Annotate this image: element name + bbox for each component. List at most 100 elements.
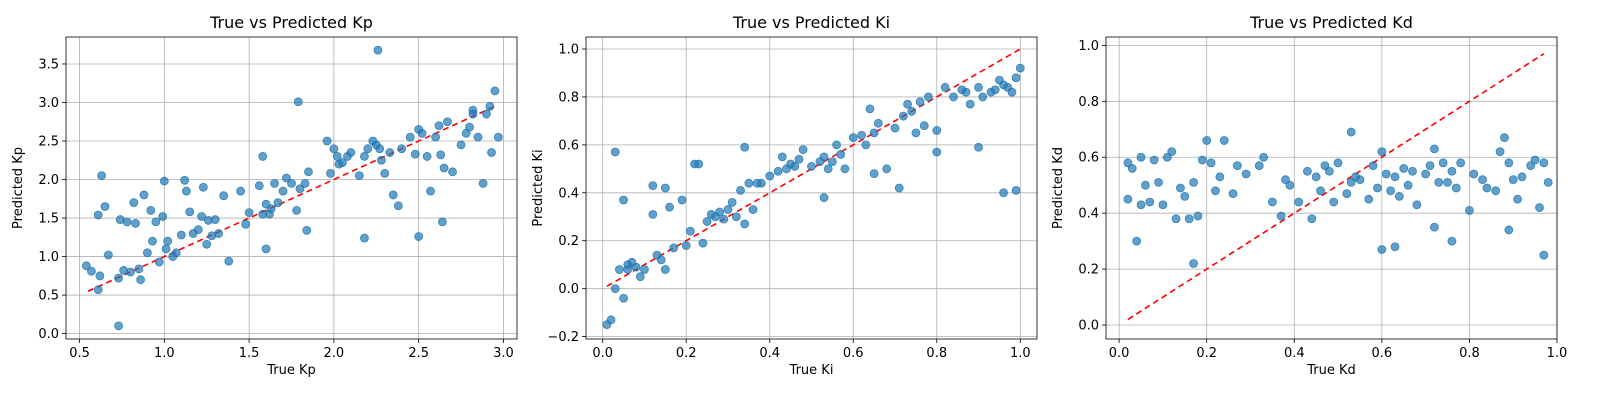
data-point (375, 144, 385, 154)
data-point (410, 149, 420, 159)
data-point (1011, 185, 1021, 195)
data-point (1303, 166, 1312, 176)
data-point (1408, 166, 1417, 176)
data-point (848, 133, 858, 143)
data-point (1342, 189, 1352, 198)
data-point (354, 171, 364, 181)
data-point (615, 265, 624, 274)
panel-ki: 0.0 0.2 0.4 0.6 0.8 1.0 −0.2 0.0 0.2 0.4 0.6 0.8 1.0… (531, 13, 1038, 378)
data-point (1228, 189, 1238, 198)
data-point (1390, 242, 1400, 252)
data-point (197, 212, 207, 221)
points-kp (81, 45, 503, 331)
data-point (648, 181, 658, 191)
data-point (1491, 186, 1501, 196)
data-point (139, 190, 149, 200)
y-ticks-ki: −0.2 0.0 0.2 0.4 0.6 0.8 1.0 (547, 42, 586, 345)
data-point (1202, 136, 1212, 145)
y-tick-label: 0.6 (1078, 151, 1099, 166)
points-kd (1123, 127, 1553, 268)
data-point (493, 132, 503, 142)
data-point (619, 293, 628, 303)
data-point (198, 182, 208, 192)
data-point (405, 132, 415, 142)
data-point (103, 250, 113, 260)
data-point (1015, 63, 1025, 73)
data-point (727, 197, 737, 207)
data-point (1329, 197, 1339, 207)
data-point (337, 158, 347, 167)
data-point (1456, 158, 1466, 168)
x-ticks-kp: 0.5 1.0 1.5 2.0 2.5 3.0 (69, 339, 514, 361)
data-point (236, 186, 246, 196)
x-tick-label: 0.8 (926, 346, 947, 361)
y-tick-label: 0.5 (38, 289, 59, 304)
data-point (1447, 236, 1457, 246)
data-point (437, 217, 447, 227)
points-ki (602, 63, 1025, 330)
data-point (300, 178, 310, 188)
data-point (823, 164, 833, 174)
data-point (465, 122, 474, 132)
data-point (1167, 147, 1177, 157)
data-point (656, 255, 666, 265)
data-point (146, 205, 156, 215)
x-tick-label: 1.0 (154, 346, 175, 361)
data-point (1530, 155, 1540, 165)
data-point (1399, 164, 1409, 173)
data-point (978, 92, 988, 102)
data-point (694, 159, 704, 169)
data-point (1504, 225, 1514, 235)
data-point (1333, 158, 1343, 168)
data-point (1346, 127, 1356, 137)
data-point (756, 178, 766, 188)
data-point (193, 225, 203, 235)
data-point (807, 162, 816, 171)
y-tick-label: 3.5 (38, 57, 59, 72)
y-tick-label: 0.0 (1078, 319, 1099, 334)
data-point (87, 266, 96, 276)
data-point (911, 128, 921, 138)
data-point (1132, 236, 1142, 246)
data-point (840, 164, 850, 174)
x-tick-label: 0.5 (69, 346, 90, 361)
data-point (773, 166, 783, 176)
data-point (417, 128, 427, 138)
data-point (1429, 144, 1439, 154)
chart-title-kd: True vs Predicted Kd (1249, 13, 1413, 32)
data-point (961, 87, 971, 97)
x-tick-label: 3.0 (493, 346, 514, 361)
y-tick-label: 1.5 (38, 212, 59, 227)
x-axis-label-ki: True Ki (789, 363, 834, 378)
data-point (965, 99, 975, 109)
data-point (869, 128, 879, 138)
data-point (882, 164, 892, 174)
data-point (482, 109, 491, 119)
data-point (1193, 211, 1203, 221)
data-point (426, 186, 435, 196)
data-point (1517, 172, 1527, 182)
data-point (487, 148, 496, 157)
plot-frame-ki (585, 36, 1038, 340)
data-point (1154, 178, 1163, 187)
x-tick-label: 0.6 (1372, 346, 1393, 361)
chart-title-kp: True vs Predicted Kp (209, 13, 373, 32)
data-point (302, 225, 312, 235)
chart-title-ki: True vs Predicted Ki (732, 13, 890, 32)
x-tick-label: 0.6 (843, 346, 864, 361)
data-point (1469, 169, 1479, 179)
data-point (1482, 183, 1492, 193)
data-point (1377, 147, 1387, 157)
y-tick-label: 0.2 (1078, 263, 1099, 278)
data-point (114, 321, 123, 331)
data-point (915, 97, 925, 107)
x-tick-label: 0.2 (676, 346, 697, 361)
y-tick-label: 2.5 (38, 135, 59, 150)
data-point (214, 229, 223, 238)
plot-frame-kd (1105, 36, 1558, 340)
x-tick-label: 2.0 (324, 346, 345, 361)
data-point (468, 109, 478, 119)
x-axis-label-kd: True Kd (1306, 363, 1356, 378)
data-point (1508, 175, 1518, 185)
data-point (1254, 161, 1264, 171)
